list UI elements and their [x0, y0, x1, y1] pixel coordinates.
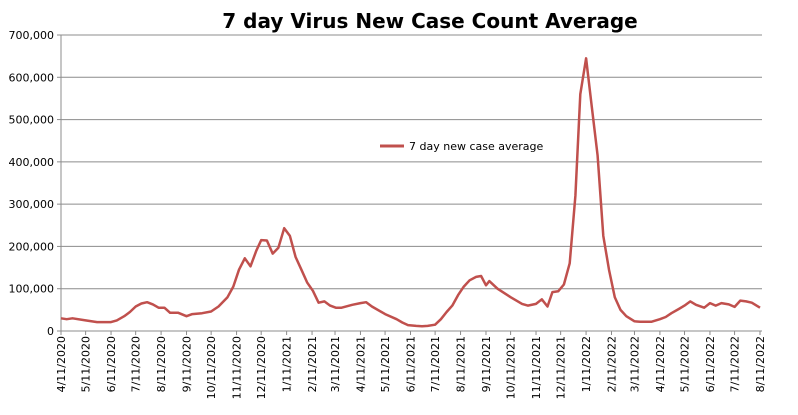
x-tick-label: 7/11/2022 — [729, 336, 742, 392]
x-tick-label: 1/11/2022 — [580, 336, 593, 392]
x-tick-label: 11/11/2021 — [530, 336, 543, 399]
y-tick-label: 100,000 — [9, 283, 55, 296]
x-tick-label: 9/11/2020 — [181, 336, 194, 392]
x-tick-label: 6/11/2021 — [405, 336, 418, 392]
x-tick-label: 6/11/2022 — [704, 336, 717, 392]
x-tick-label: 4/11/2021 — [354, 336, 367, 392]
x-tick-label: 2/11/2022 — [606, 336, 619, 392]
x-tick-label: 5/11/2020 — [80, 336, 93, 392]
x-tick-label: 5/11/2022 — [679, 336, 692, 392]
x-tick-label: 12/11/2021 — [555, 336, 568, 399]
x-tick-label: 6/11/2020 — [105, 336, 118, 392]
x-tick-label: 9/11/2021 — [480, 336, 493, 392]
series-line — [60, 57, 761, 328]
x-tick-label: 4/11/2020 — [55, 336, 68, 392]
x-tick-label: 7/11/2020 — [130, 336, 143, 392]
legend-label: 7 day new case average — [409, 140, 544, 153]
x-tick-label: 4/11/2022 — [654, 336, 667, 392]
x-tick-label: 3/11/2021 — [329, 336, 342, 392]
x-tick-label: 8/11/2022 — [754, 336, 767, 392]
x-tick-label: 7/11/2021 — [429, 336, 442, 392]
y-tick-label: 300,000 — [9, 198, 55, 211]
x-tick-label: 8/11/2020 — [155, 336, 168, 392]
y-tick-label: 700,000 — [9, 29, 55, 42]
y-tick-label: 600,000 — [9, 71, 55, 84]
chart-title: 7 day Virus New Case Count Average — [222, 9, 637, 33]
y-tick-label: 500,000 — [9, 114, 55, 127]
y-tick-label: 0 — [47, 325, 54, 338]
x-tick-label: 1/11/2021 — [281, 336, 294, 392]
x-tick-label: 10/11/2021 — [505, 336, 518, 399]
x-tick-label: 11/11/2020 — [231, 336, 244, 399]
legend: 7 day new case average — [380, 140, 544, 153]
y-tick-label: 200,000 — [9, 240, 55, 253]
x-tick-label: 12/11/2020 — [255, 336, 268, 399]
x-tick-label: 3/11/2022 — [628, 336, 641, 392]
x-tick-label: 5/11/2021 — [379, 336, 392, 392]
y-tick-label: 400,000 — [9, 156, 55, 169]
x-tick-label: 8/11/2021 — [455, 336, 468, 392]
x-tick-label: 10/11/2020 — [205, 336, 218, 399]
x-tick-label: 2/11/2021 — [306, 336, 319, 392]
